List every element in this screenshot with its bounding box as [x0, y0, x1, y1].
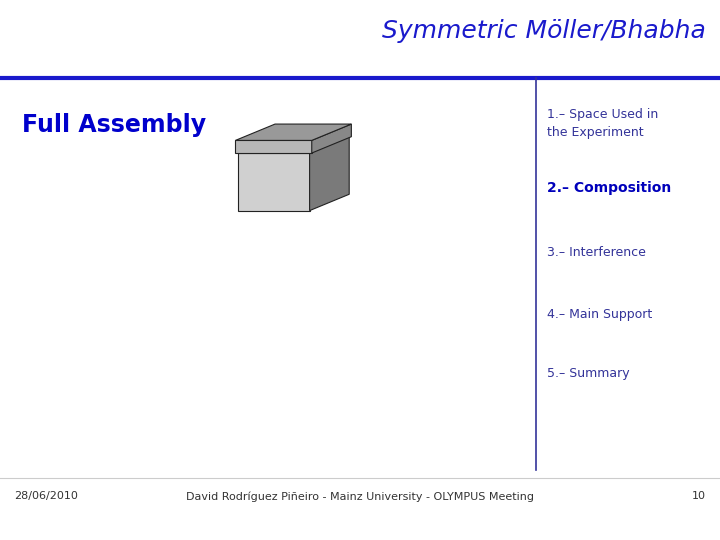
Text: 3.– Interference: 3.– Interference: [547, 246, 646, 259]
Text: 2.– Composition: 2.– Composition: [547, 181, 672, 195]
Polygon shape: [312, 124, 351, 153]
Polygon shape: [235, 124, 351, 140]
Text: Full Assembly: Full Assembly: [22, 113, 206, 137]
Polygon shape: [235, 140, 312, 153]
Polygon shape: [310, 137, 349, 211]
Text: 10: 10: [692, 491, 706, 502]
Polygon shape: [238, 153, 310, 211]
Text: 4.– Main Support: 4.– Main Support: [547, 308, 652, 321]
Polygon shape: [238, 137, 349, 153]
Text: 5.– Summary: 5.– Summary: [547, 367, 630, 380]
Text: Symmetric Möller/Bhabha: Symmetric Möller/Bhabha: [382, 19, 706, 43]
Text: 1.– Space Used in
the Experiment: 1.– Space Used in the Experiment: [547, 108, 659, 139]
Text: 28/06/2010: 28/06/2010: [14, 491, 78, 502]
Text: David Rodríguez Piñeiro - Mainz University - OLYMPUS Meeting: David Rodríguez Piñeiro - Mainz Universi…: [186, 491, 534, 502]
